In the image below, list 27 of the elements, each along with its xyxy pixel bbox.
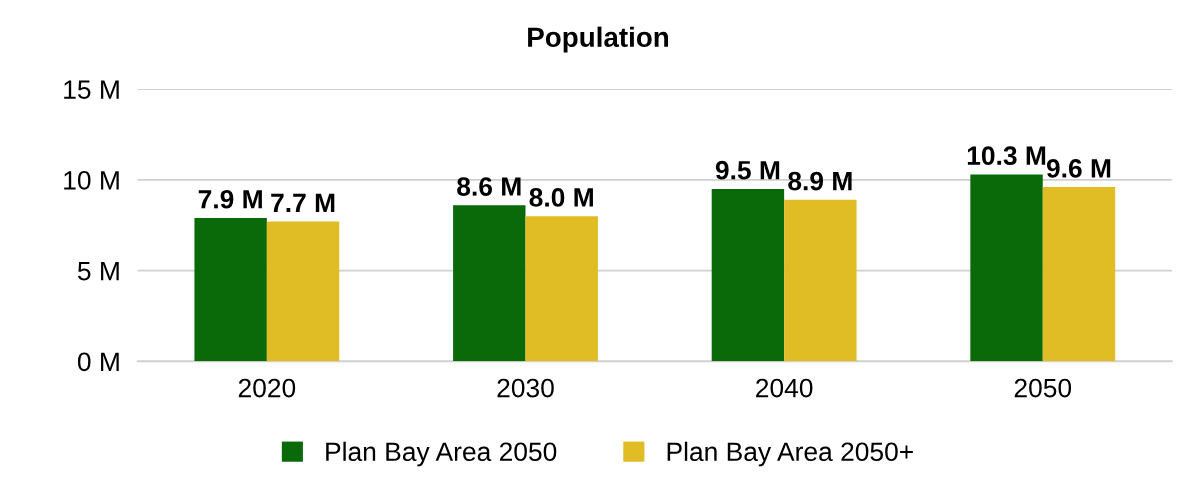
bar [1042,187,1116,362]
data-label: 8.9 M [788,171,852,191]
data-label: 9.6 M [1046,159,1111,178]
legend-label: Plan Bay Area 2050 [326,441,557,467]
bar [970,174,1043,362]
data-label: 7.9 M [198,189,262,209]
x-tick-label: 2040 [756,378,813,398]
legend-label: Plan Bay Area 2050+ [667,441,913,467]
chart-title: Population [528,26,669,53]
data-label: 8.0 M [529,188,593,207]
x-tick-label: 2030 [497,378,554,398]
x-tick-label: 2020 [238,378,296,398]
bar [194,217,267,362]
bar [784,199,857,362]
data-label: 8.6 M [457,177,521,196]
y-tick-label: 5 M [77,262,119,281]
bar [525,216,598,362]
data-label: 10.3 M [967,146,1046,166]
y-tick-label: 0 M [77,352,119,372]
bar [711,188,785,362]
bar [266,221,340,362]
bar [453,205,526,362]
y-tick-label: 15 M [64,80,119,99]
y-tick-label: 10 M [64,170,119,190]
data-label: 9.5 M [715,160,780,180]
data-label: 7.7 M [271,193,335,212]
x-tick-label: 2050 [1014,378,1072,398]
